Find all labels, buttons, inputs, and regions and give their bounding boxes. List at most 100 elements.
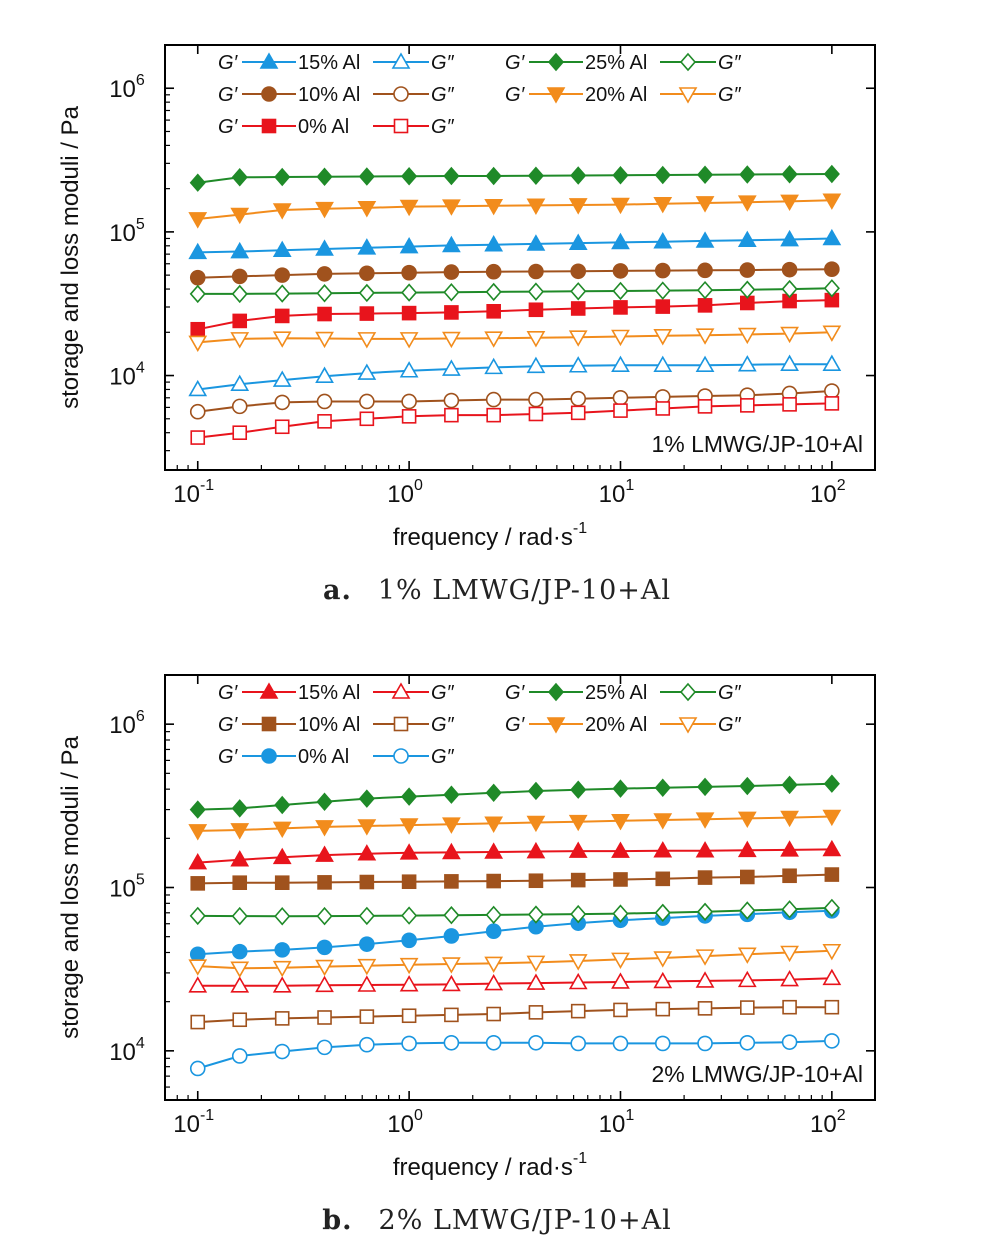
data-point (653, 813, 673, 830)
data-point (232, 425, 248, 441)
data-point (739, 901, 756, 920)
data-point (822, 839, 842, 857)
data-point (526, 356, 546, 374)
data-point (274, 1043, 291, 1060)
data-point (823, 279, 840, 298)
data-point (611, 841, 630, 858)
data-point (399, 236, 419, 254)
data-point (611, 197, 630, 215)
data-point (189, 269, 206, 286)
data-point (443, 283, 460, 302)
data-point (316, 906, 333, 926)
data-point (230, 374, 250, 392)
data-point (740, 1000, 755, 1015)
data-point (653, 841, 673, 858)
legend-g-double-prime: G″ (431, 682, 455, 704)
legend-g-prime: G′ (505, 714, 526, 736)
chart-a-svg: 10-1 100 101 102 104 105 106 frequency / rad·s-… (57, 44, 876, 551)
data-point (526, 841, 546, 859)
data-point (485, 263, 502, 280)
y-tick-label: 106 (109, 708, 145, 739)
data-point (485, 391, 502, 408)
caption-letter: a. (322, 575, 352, 606)
chart-panel-b: 10-1 100 101 102 104 105 106 frequency / rad·s-… (0, 630, 994, 1260)
series-line (197, 402, 832, 439)
data-point (485, 923, 502, 940)
series-line (197, 363, 832, 391)
data-point (358, 167, 375, 186)
data-point (654, 262, 671, 279)
data-point (484, 235, 504, 252)
data-point (526, 955, 546, 972)
data-point (231, 1048, 248, 1064)
data-point (570, 904, 587, 924)
data-point (568, 233, 588, 250)
data-point (737, 970, 757, 988)
legend-g-double-prime: G″ (431, 714, 455, 736)
data-point (739, 1034, 756, 1051)
data-point (230, 823, 250, 840)
series-line (197, 299, 832, 331)
data-point (528, 406, 544, 422)
data-point (781, 279, 798, 299)
legend-label: 15% Al (298, 682, 360, 704)
legend-label: 0% Al (298, 746, 349, 768)
legend-g-prime: G′ (218, 84, 239, 106)
legend-g-double-prime: G″ (718, 84, 742, 106)
data-point (442, 199, 461, 216)
data-point (272, 960, 292, 978)
data-point (401, 305, 417, 321)
data-point (188, 379, 208, 397)
data-point (612, 1035, 629, 1052)
data-point (231, 268, 248, 285)
data-point (822, 968, 842, 986)
data-point (611, 952, 630, 969)
x-tick-label: 101 (599, 477, 635, 508)
legend-marker (679, 52, 697, 72)
data-point (485, 166, 502, 186)
legend-g-double-prime: G″ (431, 52, 455, 74)
series-line (197, 390, 832, 413)
data-point (486, 873, 501, 889)
data-point (612, 166, 629, 185)
data-point (526, 973, 546, 990)
legend-marker (261, 118, 277, 134)
data-point (190, 876, 206, 891)
legend-label: 15% Al (298, 52, 360, 74)
caption-letter: b. (322, 1205, 353, 1236)
data-point (484, 973, 504, 991)
data-point (401, 283, 418, 302)
y-tick-label: 104 (109, 1035, 145, 1066)
data-point (315, 239, 334, 256)
data-point (822, 943, 842, 961)
data-point (401, 787, 418, 806)
legend-g-prime: G′ (505, 682, 526, 704)
series-line (197, 173, 832, 184)
data-point (443, 392, 460, 409)
data-point (274, 419, 290, 435)
data-point (528, 391, 544, 408)
data-point (653, 196, 673, 214)
data-point (401, 167, 418, 186)
data-point (654, 281, 671, 300)
data-point (570, 166, 587, 185)
data-point (570, 263, 587, 280)
legend-marker (261, 716, 277, 732)
data-point (317, 1010, 332, 1025)
data-point (528, 1034, 544, 1051)
y-axis-title: storage and loss moduli / Pa (57, 735, 84, 1038)
data-point (739, 165, 756, 184)
data-point (316, 939, 333, 956)
data-point (442, 359, 461, 376)
data-point (316, 167, 333, 186)
data-point (442, 331, 461, 349)
chart-b-svg: 10-1 100 101 102 104 105 106 frequency / rad·s-… (57, 674, 876, 1181)
legend-g-double-prime: G″ (431, 84, 455, 106)
x-tick-label: 10-1 (173, 477, 214, 508)
data-point (189, 906, 206, 926)
data-point (357, 844, 377, 861)
data-point (357, 958, 377, 976)
data-point (444, 305, 459, 320)
legend-marker (678, 717, 698, 734)
legend-g-prime: G′ (505, 52, 526, 74)
